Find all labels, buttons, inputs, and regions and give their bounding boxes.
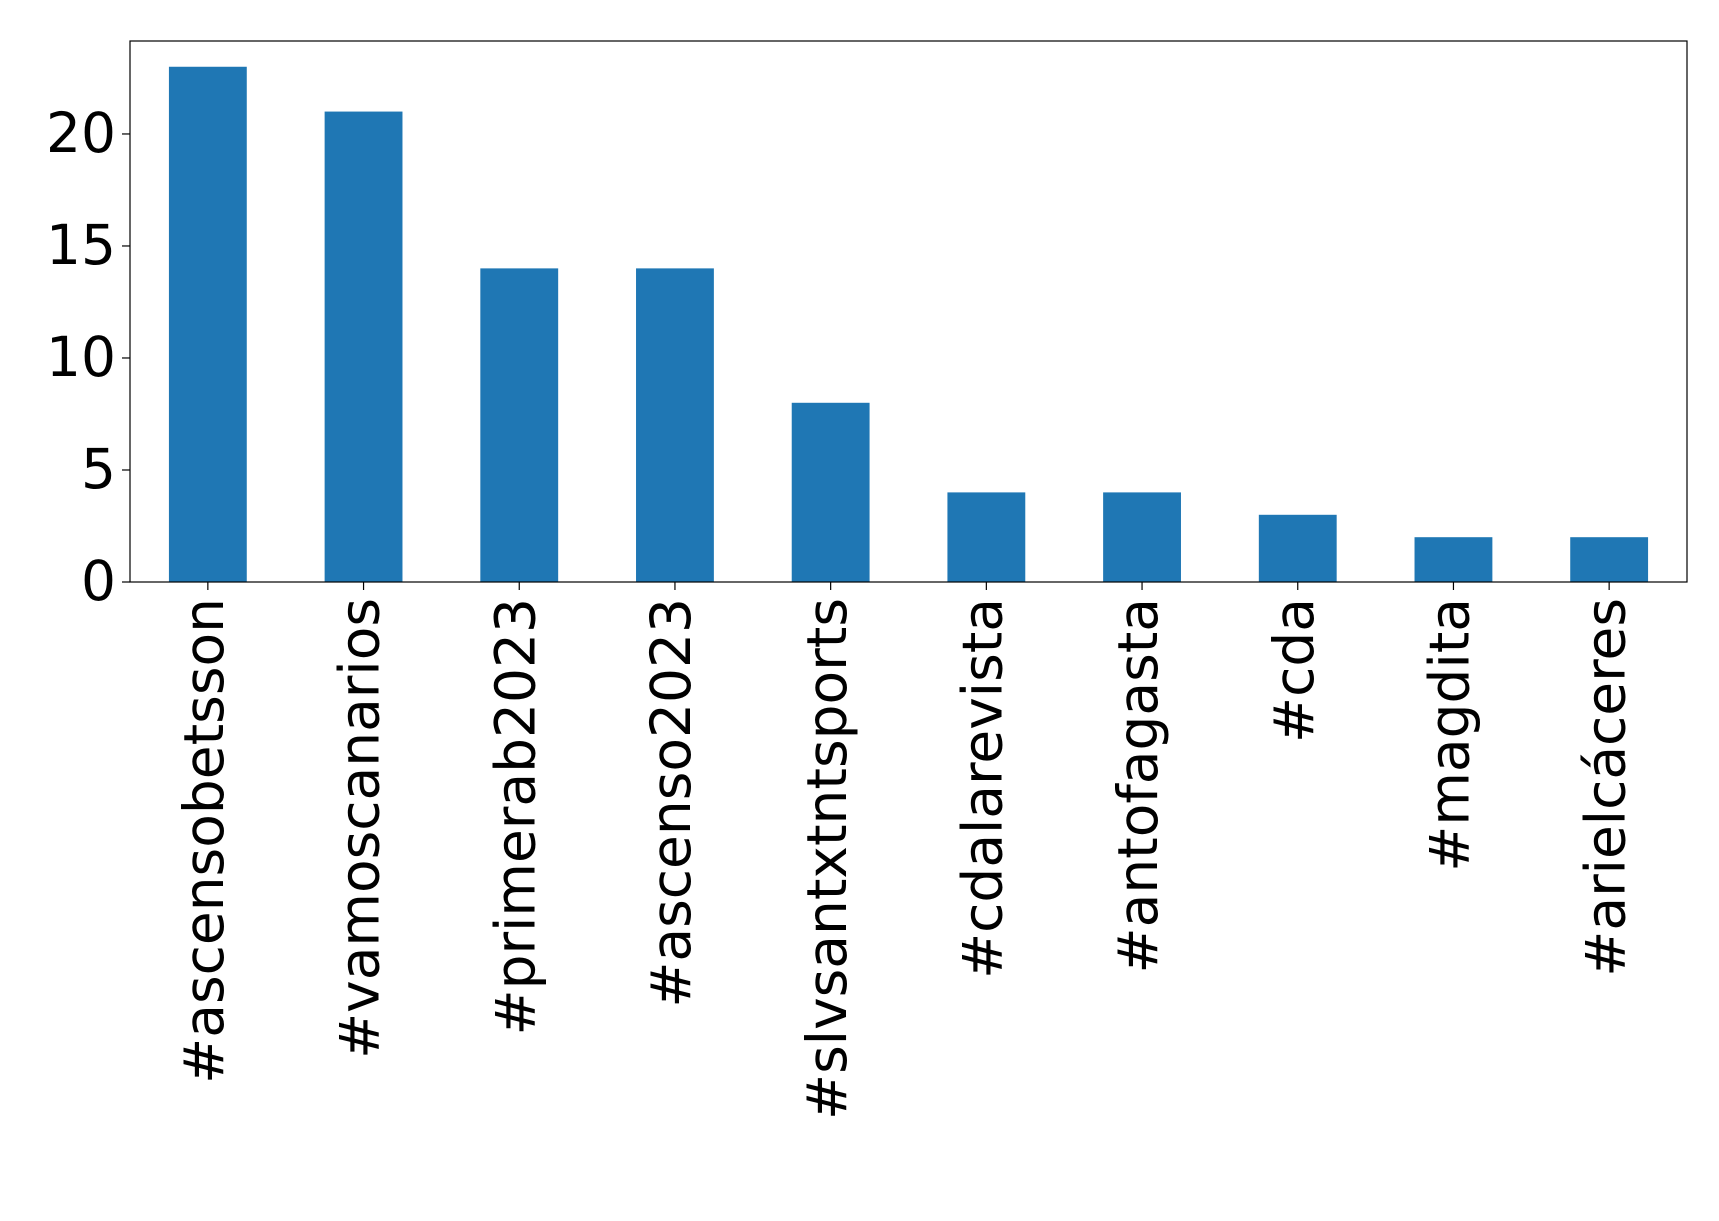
bar [324,111,403,582]
x-tick-label: #primerab2023 [483,598,547,1036]
plot-frame [129,40,1688,583]
y-tick-label: 5 [81,437,116,501]
bar [168,66,247,582]
bar [1414,537,1493,582]
x-tick-label: #arielcáceres [1573,598,1637,977]
y-tick-label: 15 [46,213,116,277]
bar [1258,514,1337,582]
bar [947,492,1026,582]
x-tick-label: #ascenso2023 [639,598,703,1008]
y-tick-label: 0 [81,549,116,613]
x-tick-label: #vamoscanarios [328,598,392,1059]
x-tick-label: #magdita [1418,598,1482,872]
x-tick-label: #antofagasta [1106,598,1170,973]
bar [1103,492,1181,582]
x-tick-label: #cdalarevista [950,598,1014,979]
bar [1570,537,1649,582]
x-tick-label: #ascensobetsson [172,598,236,1084]
y-tick-label: 10 [46,325,116,389]
bar [636,268,714,582]
x-tick-label: #slvsantxtntsports [795,598,859,1120]
bar [480,268,559,582]
x-tick-label: #cda [1262,598,1326,743]
bar [791,402,870,582]
y-tick-label: 20 [46,101,116,165]
